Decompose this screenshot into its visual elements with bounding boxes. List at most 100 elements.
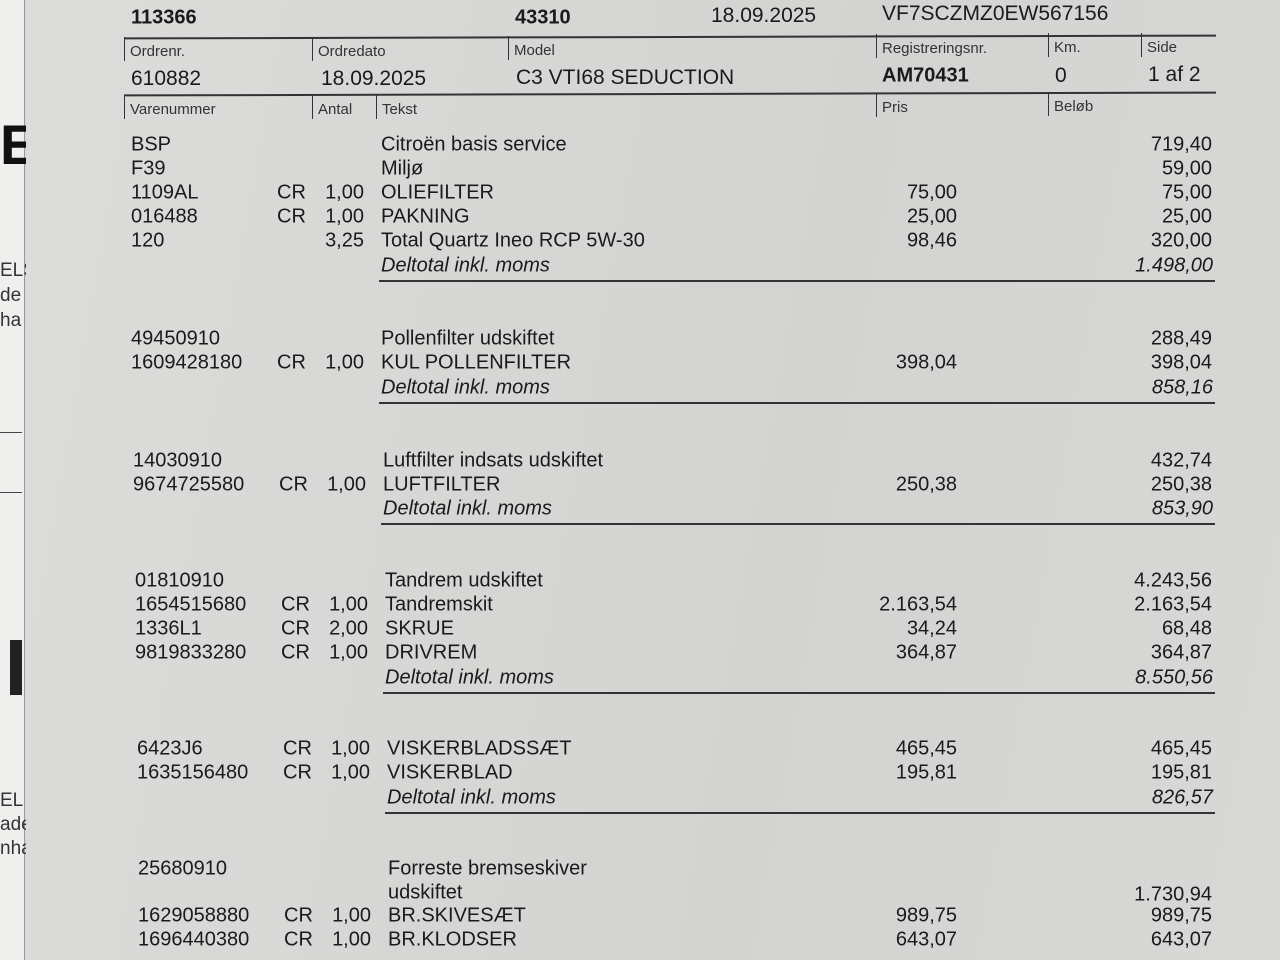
unit-price: 989,75 <box>895 904 957 927</box>
line-amount: 68,48 <box>1161 617 1212 640</box>
item-text: SKRUE <box>385 617 454 640</box>
item-text: Forreste bremseskiver <box>388 857 587 880</box>
line-amount: 59,00 <box>1161 157 1212 180</box>
quantity: 1,00 <box>331 737 370 760</box>
column-price: Pris <box>876 93 908 117</box>
label-order-no: Ordrenr. <box>124 37 185 61</box>
item-text: Tandremskit <box>385 593 493 616</box>
subtotal-label: Deltotal inkl. moms <box>387 786 556 809</box>
item-number: 6423J6 <box>137 737 203 760</box>
quantity: 2,00 <box>329 617 368 640</box>
unit-price: 2.163,54 <box>879 593 957 616</box>
unit-price: 250,38 <box>895 473 957 496</box>
line-amount: 1.730,94 <box>1134 883 1212 906</box>
unit-price: 98,46 <box>906 229 957 252</box>
unit-price: 643,07 <box>895 928 957 951</box>
item-number: 49450910 <box>131 327 220 350</box>
margin-fragment: de <box>0 285 22 306</box>
item-number: 1336L1 <box>135 617 202 640</box>
label-km: Km. <box>1048 33 1081 57</box>
quantity: 1,00 <box>329 593 368 616</box>
subtotal-amount: 1.498,00 <box>1135 254 1213 277</box>
quantity: 3,25 <box>325 229 364 252</box>
item-number: 1629058880 <box>138 904 250 927</box>
item-text: Miljø <box>381 157 424 180</box>
subtotal-label: Deltotal inkl. moms <box>383 497 552 520</box>
line-amount: 465,45 <box>1150 737 1212 760</box>
invoice-page <box>26 0 1280 960</box>
column-qty: Antal <box>312 95 352 119</box>
unit-price: 75,00 <box>906 181 957 204</box>
item-number: 25680910 <box>138 857 227 880</box>
quantity: 1,00 <box>329 641 368 664</box>
item-number: 1609428180 <box>131 351 243 374</box>
registration-number: AM70431 <box>882 64 969 87</box>
line-amount: 2.163,54 <box>1134 593 1212 616</box>
line-amount: 432,74 <box>1150 449 1212 472</box>
item-text: DRIVREM <box>385 641 478 664</box>
item-text: VISKERBLAD <box>387 761 513 784</box>
margin-fragment: EL <box>0 790 24 811</box>
item-number: 120 <box>131 229 165 252</box>
line-amount: 398,04 <box>1150 351 1212 374</box>
column-text: Tekst <box>376 95 417 119</box>
order-date: 18.09.2025 <box>321 67 427 90</box>
quantity: 1,00 <box>325 205 364 228</box>
unit-price: 34,24 <box>906 617 957 640</box>
page-number: 1 af 2 <box>1148 63 1201 86</box>
quantity: 1,00 <box>325 351 364 374</box>
model: C3 VTI68 SEDUCTION <box>516 66 735 89</box>
unit: CR <box>277 181 306 204</box>
invoice-date: 18.09.2025 <box>711 4 817 27</box>
item-text: Luftfilter indsats udskiftet <box>383 449 604 472</box>
item-number: 1109AL <box>131 181 199 204</box>
subtotal-rule <box>383 692 1215 694</box>
quantity: 1,00 <box>332 904 371 927</box>
unit: CR <box>284 928 313 951</box>
item-text: Pollenfilter udskiftet <box>381 327 555 350</box>
subtotal-amount: 8.550,56 <box>1135 666 1213 689</box>
line-amount: 643,07 <box>1150 928 1212 951</box>
subtotal-amount: 858,16 <box>1151 376 1213 399</box>
unit: CR <box>281 617 310 640</box>
item-text: BR.KLODSER <box>388 928 517 951</box>
header-field-2: 43310 <box>515 6 571 29</box>
line-amount: 195,81 <box>1150 761 1212 784</box>
subtotal-rule <box>379 280 1215 282</box>
unit: CR <box>277 205 306 228</box>
unit-price: 398,04 <box>895 351 957 374</box>
item-text: KUL POLLENFILTER <box>381 351 572 374</box>
item-text: PAKNING <box>381 205 470 228</box>
unit-price: 465,45 <box>895 737 957 760</box>
line-amount: 989,75 <box>1150 904 1212 927</box>
unit: CR <box>283 761 312 784</box>
unit: CR <box>281 641 310 664</box>
item-number: 9819833280 <box>135 641 247 664</box>
quantity: 1,00 <box>325 181 364 204</box>
item-number: 1654515680 <box>135 593 247 616</box>
margin-fragment: nha <box>0 838 32 859</box>
subtotal-amount: 826,57 <box>1151 786 1213 809</box>
item-number: 9674725580 <box>133 473 245 496</box>
item-text: BR.SKIVESÆT <box>388 904 526 927</box>
unit: CR <box>284 904 313 927</box>
customer-number: 113366 <box>131 6 197 29</box>
column-item-no: Varenummer <box>124 95 216 119</box>
order-number: 610882 <box>131 67 202 90</box>
item-number: 01810910 <box>135 569 224 592</box>
subtotal-rule <box>381 523 1215 525</box>
unit: CR <box>277 351 306 374</box>
item-text: Total Quartz Ineo RCP 5W-30 <box>381 229 645 252</box>
line-amount: 75,00 <box>1161 181 1212 204</box>
item-text: OLIEFILTER <box>381 181 494 204</box>
margin-fragment: ha <box>0 310 22 331</box>
label-model: Model <box>508 36 555 60</box>
column-amount: Beløb <box>1048 92 1093 116</box>
item-number: BSP <box>131 133 172 156</box>
unit-price: 364,87 <box>895 641 957 664</box>
subtotal-label: Deltotal inkl. moms <box>385 666 554 689</box>
item-text: LUFTFILTER <box>383 473 501 496</box>
item-number: F39 <box>131 157 166 180</box>
item-number: 14030910 <box>133 449 222 472</box>
label-page: Side <box>1141 33 1177 57</box>
